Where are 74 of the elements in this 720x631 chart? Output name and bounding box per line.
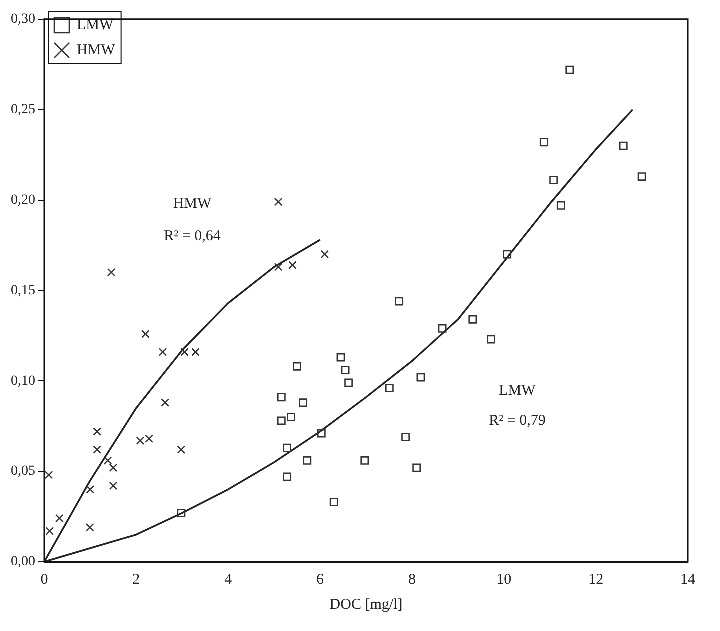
x-tick-label: 0 bbox=[40, 572, 48, 588]
x-tick-label: 8 bbox=[408, 572, 416, 588]
point bbox=[556, 202, 566, 210]
point bbox=[109, 482, 118, 490]
x-tick-label: 12 bbox=[588, 572, 604, 588]
point bbox=[180, 348, 189, 356]
point bbox=[336, 353, 346, 362]
point bbox=[341, 366, 350, 374]
point bbox=[386, 384, 394, 393]
point bbox=[177, 508, 186, 518]
point bbox=[86, 485, 95, 494]
point bbox=[277, 393, 286, 402]
annotation: R² = 0,64 bbox=[164, 228, 222, 244]
point bbox=[277, 416, 286, 426]
x-tick-label: 6 bbox=[316, 572, 325, 588]
point bbox=[487, 335, 496, 344]
point bbox=[274, 198, 283, 206]
point bbox=[344, 378, 353, 388]
point bbox=[412, 464, 421, 472]
point bbox=[274, 263, 283, 272]
y-tick-label: 0,25 bbox=[11, 102, 36, 118]
point bbox=[93, 446, 102, 454]
point bbox=[299, 398, 308, 408]
point bbox=[104, 456, 112, 465]
point bbox=[161, 398, 170, 408]
point bbox=[283, 444, 292, 452]
y-tick-label: 0,10 bbox=[11, 374, 36, 389]
point bbox=[141, 330, 150, 338]
point bbox=[330, 498, 338, 506]
point bbox=[360, 456, 370, 465]
point bbox=[177, 446, 186, 454]
annotation: HMW bbox=[173, 196, 213, 212]
point bbox=[438, 324, 447, 333]
point bbox=[540, 138, 548, 147]
point bbox=[86, 523, 94, 532]
x-tick-label: 2 bbox=[132, 572, 140, 588]
point bbox=[287, 413, 296, 422]
x-tick-label: 10 bbox=[496, 572, 512, 588]
point bbox=[503, 250, 512, 259]
point bbox=[303, 456, 312, 465]
point bbox=[293, 362, 302, 371]
point bbox=[93, 428, 102, 436]
point bbox=[416, 373, 426, 382]
y-tick-label: 0,05 bbox=[11, 464, 36, 480]
point bbox=[395, 297, 404, 306]
point bbox=[136, 436, 145, 446]
point bbox=[619, 142, 628, 150]
point bbox=[145, 434, 154, 444]
point bbox=[192, 348, 200, 356]
point bbox=[109, 464, 118, 472]
x-tick-label: 4 bbox=[224, 572, 233, 588]
point bbox=[638, 172, 646, 181]
legend-label: HMW bbox=[77, 42, 116, 58]
point bbox=[55, 514, 64, 523]
point bbox=[107, 268, 116, 277]
point bbox=[550, 176, 558, 185]
y-tick-label: 0,00 bbox=[11, 554, 36, 570]
annotation: R² = 0,79 bbox=[489, 412, 546, 429]
point bbox=[566, 66, 574, 74]
point bbox=[44, 471, 54, 480]
point bbox=[317, 429, 326, 438]
x-tick-label: 14 bbox=[680, 572, 696, 588]
point bbox=[288, 261, 297, 270]
point bbox=[320, 250, 330, 259]
point bbox=[46, 527, 54, 536]
annotation: LMW bbox=[499, 383, 537, 400]
y-tick-label: 0,20 bbox=[11, 192, 36, 208]
point bbox=[283, 472, 292, 482]
point bbox=[468, 315, 478, 324]
y-tick-label: 0,15 bbox=[11, 283, 36, 298]
point bbox=[402, 433, 410, 442]
x-axis-title: DOC [mg/l] bbox=[330, 596, 403, 613]
point bbox=[158, 348, 168, 356]
y-tick-label: 0,30 bbox=[11, 12, 36, 28]
